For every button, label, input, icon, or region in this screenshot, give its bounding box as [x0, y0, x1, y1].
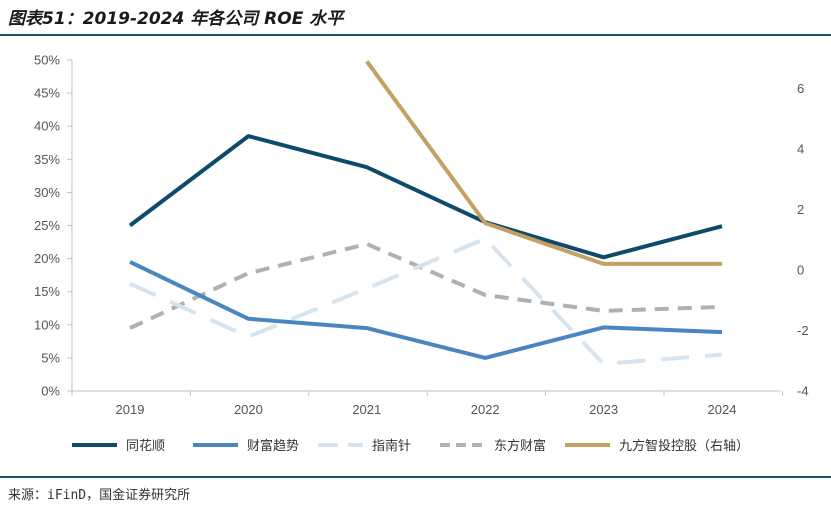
chart-title: 图表51：2019-2024 年各公司 ROE 水平	[8, 9, 344, 29]
left-tick-label: 15%	[34, 284, 60, 299]
left-tick-label: 20%	[34, 251, 60, 266]
x-tick-label: 2021	[352, 402, 381, 417]
right-tick-label: 4	[797, 142, 804, 157]
series-line-3	[129, 236, 723, 366]
x-tick-label: 2024	[708, 402, 737, 417]
right-tick-label: -2	[797, 323, 809, 338]
x-tick-label: 2019	[116, 402, 145, 417]
legend-label: 九方智投控股（右轴）	[619, 438, 749, 454]
left-tick-label: 0%	[41, 384, 60, 399]
left-tick-label: 30%	[34, 185, 60, 200]
right-tick-label: -4	[797, 384, 809, 399]
legend-label: 财富趋势	[247, 438, 299, 454]
left-tick-label: 25%	[34, 218, 60, 233]
source-note: 来源：iFinD，国金证券研究所	[8, 488, 191, 503]
right-tick-label: 6	[797, 81, 804, 96]
left-tick-label: 35%	[34, 152, 60, 167]
left-tick-label: 10%	[34, 317, 60, 332]
legend-label: 指南针	[372, 438, 411, 454]
right-tick-label: 0	[797, 263, 804, 278]
footer-rule	[0, 476, 831, 478]
right-tick-label: 2	[797, 202, 804, 217]
left-tick-label: 45%	[34, 86, 60, 101]
x-tick-label: 2020	[234, 402, 263, 417]
left-tick-label: 50%	[34, 53, 60, 68]
legend-label: 东方财富	[494, 438, 546, 454]
series-line-1	[128, 134, 723, 260]
series-line-2	[129, 260, 723, 360]
legend-label: 同花顺	[126, 438, 165, 454]
series-line-4	[129, 242, 723, 330]
series-line-5	[365, 60, 722, 266]
left-tick-label: 5%	[41, 350, 60, 365]
x-tick-label: 2022	[471, 402, 500, 417]
x-tick-label: 2023	[589, 402, 618, 417]
left-tick-label: 40%	[34, 119, 60, 134]
title-rule	[0, 34, 831, 36]
roe-line-chart: 0% 5% 10% 15% 20% 25% 30% 35% 40% 45% 50% -4 -2 0 2 4 6 2…	[34, 53, 809, 455]
